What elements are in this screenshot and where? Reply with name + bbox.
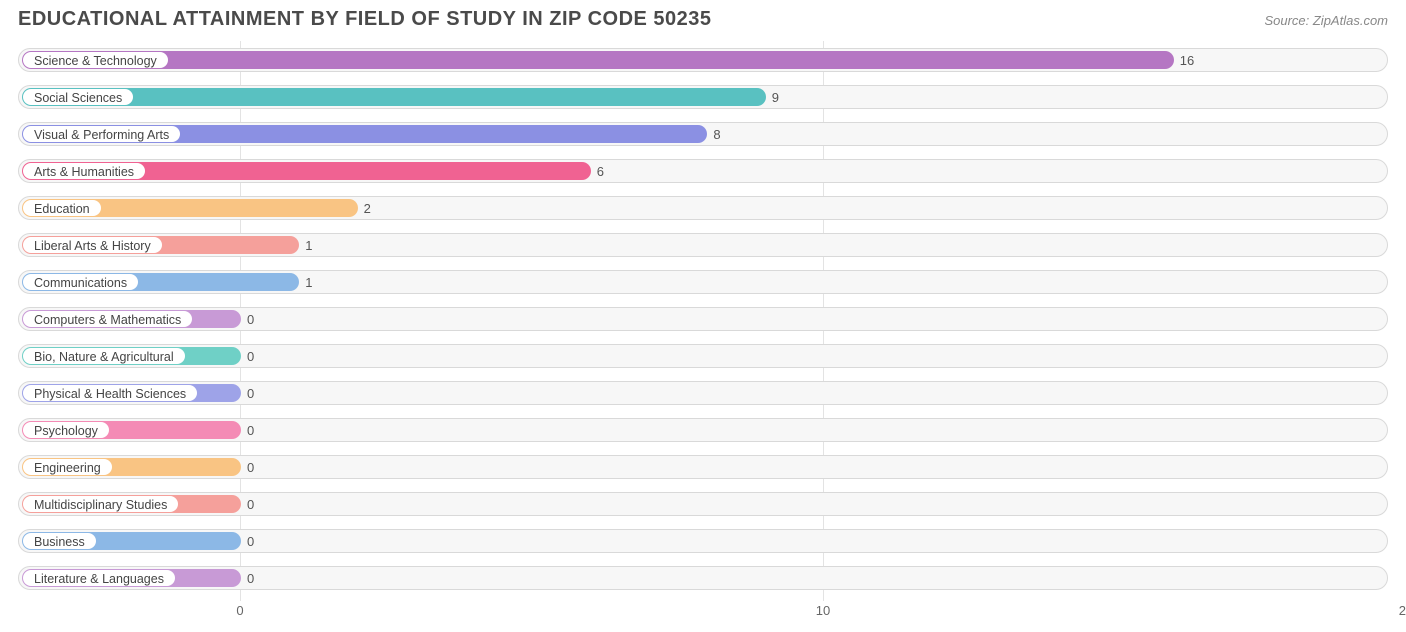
bar-label-chip: Engineering bbox=[23, 459, 112, 475]
bar-track: Physical & Health Sciences 0 bbox=[18, 381, 1388, 405]
bar-label-chip: Social Sciences bbox=[23, 89, 133, 105]
bar-value: 0 bbox=[241, 493, 254, 517]
x-tick-label: 10 bbox=[816, 603, 830, 618]
bar-value: 0 bbox=[241, 308, 254, 332]
bar-row: Communications 1 bbox=[18, 263, 1388, 300]
bar-row: Social Sciences 9 bbox=[18, 78, 1388, 115]
plot-area: Science & Technology16Social Sciences9Vi… bbox=[18, 41, 1388, 601]
chart-title: EDUCATIONAL ATTAINMENT BY FIELD OF STUDY… bbox=[18, 8, 712, 31]
bar-value: 6 bbox=[591, 160, 604, 184]
x-tick-label: 20 bbox=[1399, 603, 1406, 618]
bar-track: Social Sciences 9 bbox=[18, 85, 1388, 109]
bar-fill bbox=[22, 51, 1174, 69]
bar-row: Multidisciplinary Studies 0 bbox=[18, 485, 1388, 522]
bar-label-chip: Bio, Nature & Agricultural bbox=[23, 348, 185, 364]
bar-label-chip: Literature & Languages bbox=[23, 570, 175, 586]
bar-fill bbox=[22, 88, 766, 106]
bar-row: Psychology 0 bbox=[18, 411, 1388, 448]
bar-row: Visual & Performing Arts 8 bbox=[18, 115, 1388, 152]
bar-row: Bio, Nature & Agricultural 0 bbox=[18, 337, 1388, 374]
bar-track: Arts & Humanities 6 bbox=[18, 159, 1388, 183]
bar-row: Business 0 bbox=[18, 522, 1388, 559]
bar-row: Liberal Arts & History 1 bbox=[18, 226, 1388, 263]
bar-value: 8 bbox=[707, 123, 720, 147]
bar-track: Psychology 0 bbox=[18, 418, 1388, 442]
bar-value: 0 bbox=[241, 567, 254, 591]
bar-value: 1 bbox=[299, 271, 312, 295]
bar-label-chip: Physical & Health Sciences bbox=[23, 385, 197, 401]
bar-value: 2 bbox=[358, 197, 371, 221]
bar-label-chip: Visual & Performing Arts bbox=[23, 126, 180, 142]
bar-row: Arts & Humanities 6 bbox=[18, 152, 1388, 189]
bar-row: Education 2 bbox=[18, 189, 1388, 226]
bar-track: Science & Technology 16 bbox=[18, 48, 1388, 72]
bar-label-chip: Psychology bbox=[23, 422, 109, 438]
bar-row: Physical & Health Sciences 0 bbox=[18, 374, 1388, 411]
bar-track: Computers & Mathematics 0 bbox=[18, 307, 1388, 331]
bar-value: 9 bbox=[766, 86, 779, 110]
bar-label-chip: Computers & Mathematics bbox=[23, 311, 192, 327]
bar-label-chip: Business bbox=[23, 533, 96, 549]
bar-track: Visual & Performing Arts 8 bbox=[18, 122, 1388, 146]
bar-track: Education 2 bbox=[18, 196, 1388, 220]
bar-value: 0 bbox=[241, 419, 254, 443]
bar-row: Science & Technology 16 bbox=[18, 41, 1388, 78]
bar-track: Engineering 0 bbox=[18, 455, 1388, 479]
bar-row: Engineering 0 bbox=[18, 448, 1388, 485]
bar-track: Bio, Nature & Agricultural 0 bbox=[18, 344, 1388, 368]
x-axis: 01020 bbox=[18, 601, 1388, 629]
bar-track: Communications 1 bbox=[18, 270, 1388, 294]
bar-value: 1 bbox=[299, 234, 312, 258]
bar-track: Liberal Arts & History 1 bbox=[18, 233, 1388, 257]
bar-track: Business 0 bbox=[18, 529, 1388, 553]
chart-source: Source: ZipAtlas.com bbox=[1264, 13, 1388, 28]
bar-track: Literature & Languages 0 bbox=[18, 566, 1388, 590]
bar-row: Literature & Languages 0 bbox=[18, 559, 1388, 596]
bar-label-chip: Multidisciplinary Studies bbox=[23, 496, 178, 512]
bar-label-chip: Education bbox=[23, 200, 101, 216]
x-tick-label: 0 bbox=[236, 603, 243, 618]
chart-container: Science & Technology16Social Sciences9Vi… bbox=[18, 41, 1388, 631]
bar-track: Multidisciplinary Studies 0 bbox=[18, 492, 1388, 516]
bar-label-chip: Communications bbox=[23, 274, 138, 290]
bar-label-chip: Liberal Arts & History bbox=[23, 237, 162, 253]
bar-label-chip: Science & Technology bbox=[23, 52, 168, 68]
bar-value: 0 bbox=[241, 345, 254, 369]
bar-value: 16 bbox=[1174, 49, 1194, 73]
bar-value: 0 bbox=[241, 530, 254, 554]
chart-header: EDUCATIONAL ATTAINMENT BY FIELD OF STUDY… bbox=[0, 0, 1406, 31]
bar-label-chip: Arts & Humanities bbox=[23, 163, 145, 179]
bar-row: Computers & Mathematics 0 bbox=[18, 300, 1388, 337]
bar-value: 0 bbox=[241, 382, 254, 406]
bar-value: 0 bbox=[241, 456, 254, 480]
